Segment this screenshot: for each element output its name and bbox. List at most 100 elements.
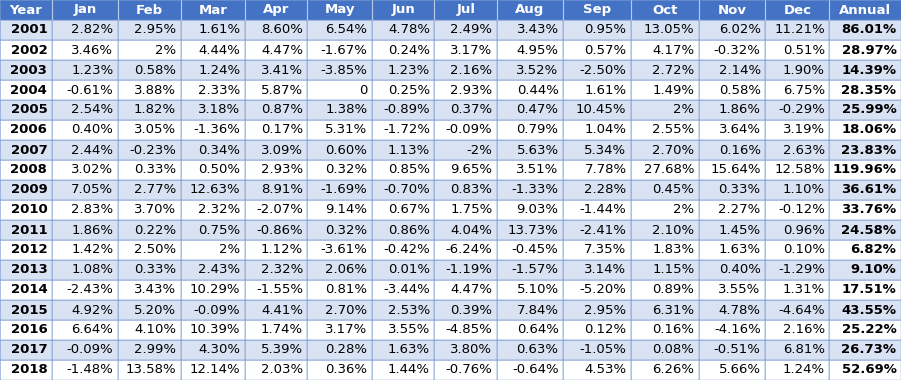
- Text: 0.24%: 0.24%: [388, 43, 430, 57]
- Bar: [497, 180, 563, 200]
- Text: 0.47%: 0.47%: [516, 103, 559, 117]
- Text: 4.41%: 4.41%: [261, 304, 303, 317]
- Bar: [699, 280, 765, 300]
- Text: 1.31%: 1.31%: [783, 283, 825, 296]
- Bar: [307, 100, 372, 120]
- Bar: [307, 160, 372, 180]
- Bar: [563, 340, 631, 360]
- Bar: [699, 20, 765, 40]
- Bar: [765, 120, 830, 140]
- Bar: [699, 220, 765, 240]
- Text: 4.78%: 4.78%: [719, 304, 760, 317]
- Text: 6.82%: 6.82%: [851, 244, 896, 256]
- Bar: [830, 60, 901, 80]
- Bar: [180, 160, 245, 180]
- Text: 13.05%: 13.05%: [644, 24, 695, 36]
- Text: 1.24%: 1.24%: [783, 364, 825, 377]
- Bar: [180, 240, 245, 260]
- Bar: [180, 340, 245, 360]
- Text: 4.78%: 4.78%: [388, 24, 430, 36]
- Text: 2%: 2%: [673, 204, 695, 217]
- Bar: [699, 0, 765, 20]
- Bar: [497, 80, 563, 100]
- Bar: [765, 360, 830, 380]
- Bar: [631, 80, 699, 100]
- Bar: [699, 80, 765, 100]
- Text: 3.14%: 3.14%: [585, 263, 626, 277]
- Text: 3.17%: 3.17%: [325, 323, 368, 337]
- Text: 6.81%: 6.81%: [783, 344, 825, 356]
- Text: 2.83%: 2.83%: [71, 204, 114, 217]
- Bar: [307, 180, 372, 200]
- Bar: [52, 40, 118, 60]
- Bar: [118, 0, 180, 20]
- Text: 0.28%: 0.28%: [325, 344, 368, 356]
- Text: 2001: 2001: [11, 24, 48, 36]
- Text: 0.12%: 0.12%: [585, 323, 626, 337]
- Bar: [180, 300, 245, 320]
- Text: 2013: 2013: [11, 263, 48, 277]
- Text: 4.04%: 4.04%: [450, 223, 493, 236]
- Text: 1.63%: 1.63%: [387, 344, 430, 356]
- Bar: [372, 340, 434, 360]
- Text: -1.69%: -1.69%: [321, 184, 368, 196]
- Bar: [434, 240, 497, 260]
- Text: 5.34%: 5.34%: [585, 144, 626, 157]
- Text: May: May: [324, 3, 355, 16]
- Bar: [245, 0, 307, 20]
- Bar: [434, 320, 497, 340]
- Bar: [434, 140, 497, 160]
- Bar: [765, 320, 830, 340]
- Bar: [0, 200, 52, 220]
- Bar: [307, 40, 372, 60]
- Text: -1.19%: -1.19%: [446, 263, 493, 277]
- Text: 9.03%: 9.03%: [516, 204, 559, 217]
- Text: -2.43%: -2.43%: [67, 283, 114, 296]
- Bar: [563, 60, 631, 80]
- Text: 1.61%: 1.61%: [198, 24, 241, 36]
- Bar: [245, 40, 307, 60]
- Bar: [118, 300, 180, 320]
- Text: 0.08%: 0.08%: [652, 344, 695, 356]
- Bar: [563, 220, 631, 240]
- Bar: [245, 360, 307, 380]
- Bar: [434, 0, 497, 20]
- Bar: [830, 220, 901, 240]
- Bar: [765, 0, 830, 20]
- Text: -1.67%: -1.67%: [321, 43, 368, 57]
- Text: 2.27%: 2.27%: [718, 204, 760, 217]
- Text: 1.10%: 1.10%: [783, 184, 825, 196]
- Text: 0.79%: 0.79%: [516, 124, 559, 136]
- Text: 3.41%: 3.41%: [261, 63, 303, 76]
- Bar: [830, 300, 901, 320]
- Bar: [118, 280, 180, 300]
- Text: 26.73%: 26.73%: [842, 344, 896, 356]
- Bar: [118, 200, 180, 220]
- Bar: [245, 240, 307, 260]
- Text: Nov: Nov: [717, 3, 747, 16]
- Text: -0.29%: -0.29%: [778, 103, 825, 117]
- Text: 1.38%: 1.38%: [325, 103, 368, 117]
- Text: 2009: 2009: [11, 184, 48, 196]
- Text: 1.82%: 1.82%: [134, 103, 176, 117]
- Bar: [52, 180, 118, 200]
- Text: 11.21%: 11.21%: [774, 24, 825, 36]
- Text: 13.73%: 13.73%: [508, 223, 559, 236]
- Text: 3.18%: 3.18%: [198, 103, 241, 117]
- Bar: [830, 80, 901, 100]
- Bar: [563, 40, 631, 60]
- Text: 7.84%: 7.84%: [516, 304, 559, 317]
- Text: 3.43%: 3.43%: [134, 283, 176, 296]
- Text: 0.89%: 0.89%: [652, 283, 695, 296]
- Text: -0.61%: -0.61%: [67, 84, 114, 97]
- Bar: [563, 160, 631, 180]
- Text: 12.63%: 12.63%: [190, 184, 241, 196]
- Bar: [631, 240, 699, 260]
- Bar: [372, 360, 434, 380]
- Bar: [245, 220, 307, 240]
- Bar: [434, 80, 497, 100]
- Bar: [830, 340, 901, 360]
- Bar: [52, 280, 118, 300]
- Text: 52.69%: 52.69%: [842, 364, 896, 377]
- Text: -0.89%: -0.89%: [383, 103, 430, 117]
